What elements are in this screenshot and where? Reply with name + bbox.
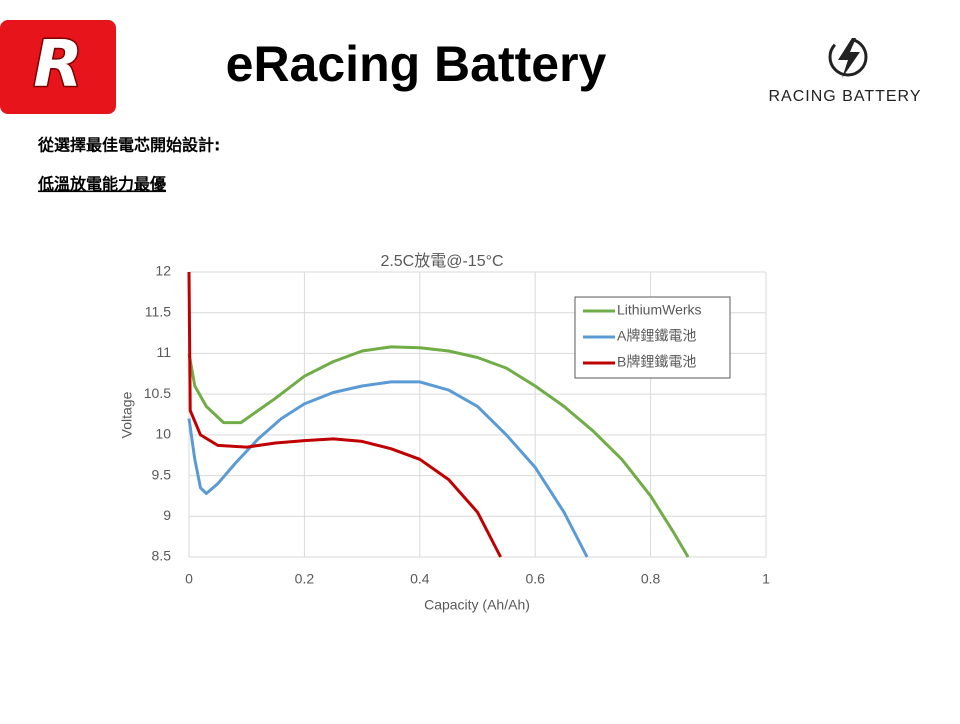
y-tick-label: 11.5 (145, 303, 171, 319)
y-tick-label: 8.5 (152, 548, 172, 564)
chart-title: 2.5C放電@-15°C (380, 252, 503, 270)
brand-icon (828, 37, 868, 77)
x-tick-label: 0.6 (525, 571, 545, 587)
chart: 8.5 9 9.5 10 10.5 11 11.5 12 0 0.2 0.4 0.6 0.8 1 2.5C放… (119, 252, 770, 612)
y-tick-label: 12 (155, 263, 171, 279)
legend: LithiumWerks A牌鋰鐵電池 B牌鋰鐵電池 (574, 296, 731, 379)
logo-letter: R (33, 28, 82, 102)
y-tick-label: 10.5 (144, 385, 171, 401)
x-axis-label: Capacity (Ah/Ah) (424, 597, 530, 613)
bullet: 低溫放電能力最優 (37, 175, 167, 194)
legend-label: A牌鋰鐵電池 (617, 328, 696, 344)
brand-text: RACING BATTERY (769, 88, 922, 105)
y-tick-label: 10 (155, 426, 171, 442)
legend-label: LithiumWerks (617, 302, 702, 318)
data-line (187, 271, 502, 558)
legend-label: B牌鋰鐵電池 (617, 354, 696, 370)
data-line (187, 345, 690, 558)
logo-badge (0, 20, 116, 114)
x-tick-label: 0.2 (295, 571, 315, 587)
y-tick-label: 9 (163, 507, 171, 523)
y-axis-label: Voltage (119, 391, 135, 438)
brand-logo: RACING BATTERY (769, 37, 922, 105)
y-tick-label: 9.5 (152, 466, 172, 482)
logo: R (0, 20, 116, 114)
slide-title: eRacing Battery (226, 36, 607, 92)
data-line (187, 380, 589, 558)
x-tick-label: 0 (185, 571, 193, 587)
x-tick-label: 0.8 (641, 571, 661, 587)
x-tick-label: 0.4 (410, 571, 430, 587)
brand-bolt (838, 38, 860, 78)
bullet: 從選擇最佳電芯開始設計: (37, 136, 220, 155)
y-tick-label: 11 (156, 344, 171, 360)
x-tick-label: 1 (762, 571, 770, 587)
